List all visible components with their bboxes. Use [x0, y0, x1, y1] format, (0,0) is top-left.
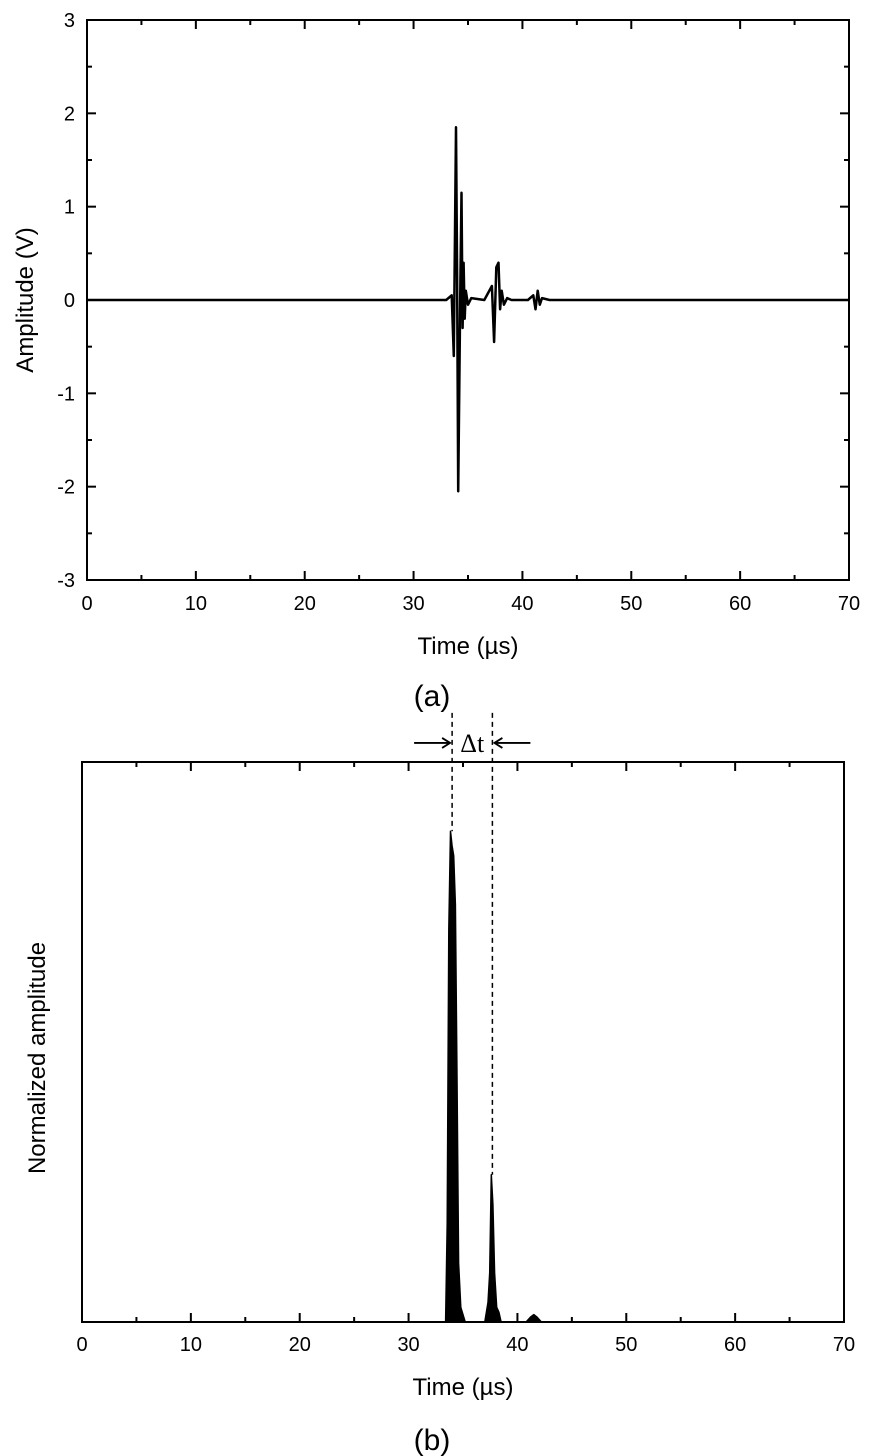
x-tick-label-a: 20 [294, 593, 316, 615]
y-axis-label-b: Normalized amplitude [24, 942, 51, 1174]
x-tick-labels-b: 0 10 20 30 40 50 60 70 [76, 1334, 855, 1356]
x-tick-label-a: 50 [620, 593, 642, 615]
arrow-left-pointing [492, 737, 531, 749]
y-tick-label-a: 3 [64, 10, 75, 32]
y-tick-label-a: 1 [64, 197, 75, 219]
x-tick-labels-a: 0 10 20 30 40 50 60 70 [81, 593, 860, 615]
x-tick-label-b: 20 [289, 1334, 311, 1356]
arrow-right-pointing [414, 737, 452, 749]
y-tick-label-a: 0 [64, 290, 75, 312]
y-tick-label-a: -1 [57, 383, 75, 405]
x-tick-label-a: 30 [402, 593, 424, 615]
y-tick-label-a: 2 [64, 103, 75, 125]
x-tick-label-b: 30 [397, 1334, 419, 1356]
x-tick-label-a: 0 [81, 593, 92, 615]
ticks-b [81, 762, 845, 1322]
delta-t-label: Δt [460, 729, 485, 758]
plot-frame-b [81, 761, 845, 1323]
x-tick-label-a: 10 [185, 593, 207, 615]
x-tick-label-b: 10 [180, 1334, 202, 1356]
x-tick-label-a: 60 [729, 593, 751, 615]
x-tick-label-b: 50 [615, 1334, 637, 1356]
x-tick-label-b: 60 [724, 1334, 746, 1356]
x-axis-label-a: Time (µs) [418, 633, 519, 660]
x-tick-label-a: 70 [838, 593, 860, 615]
x-axis-label-b: Time (µs) [413, 1374, 514, 1401]
x-tick-label-b: 40 [506, 1334, 528, 1356]
x-tick-label-b: 70 [833, 1334, 855, 1356]
delta-t-annotation: Δt [414, 712, 531, 1175]
y-tick-label-a: -3 [57, 570, 75, 592]
x-tick-label-a: 40 [511, 593, 533, 615]
caption-b: (b) [414, 1424, 451, 1456]
caption-a: (a) [414, 680, 451, 713]
panel-b: 0 10 20 30 40 50 60 70 Δt Time (µs) Normalized … [24, 712, 855, 1456]
y-tick-labels-a: 3 2 1 0 -1 -2 -3 [57, 10, 75, 592]
y-tick-label-a: -2 [57, 477, 75, 499]
y-axis-label-a: Amplitude (V) [12, 227, 39, 372]
envelope-area [81, 830, 845, 1323]
x-tick-label-b: 0 [76, 1334, 87, 1356]
signal-line [87, 126, 849, 493]
